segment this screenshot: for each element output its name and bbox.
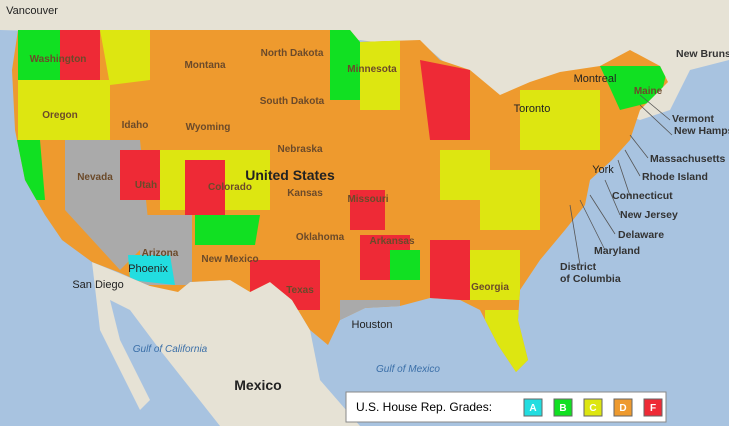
state-label: Oregon <box>42 110 78 121</box>
district <box>18 30 60 80</box>
district <box>128 255 175 285</box>
legend: U.S. House Rep. Grades: A B C D F <box>345 391 667 423</box>
state-label: Washington <box>30 54 87 65</box>
state-label: New Jersey <box>620 209 678 221</box>
state-label: Maine <box>634 86 663 97</box>
state-label: Massachusetts <box>650 153 725 165</box>
state-label: Delaware <box>618 229 664 241</box>
labels: Vancouver Montreal Toronto San Diego Hou… <box>6 5 729 393</box>
legend-box <box>345 391 667 423</box>
district <box>390 250 420 280</box>
state-label: Idaho <box>122 120 149 131</box>
state-label: Montana <box>184 60 226 71</box>
district <box>18 80 110 140</box>
district <box>350 190 385 230</box>
state-label: Oklahoma <box>296 232 345 243</box>
mexico-land <box>92 262 360 426</box>
city-label: York <box>592 164 614 176</box>
district <box>440 150 490 200</box>
state-label: Arkansas <box>369 236 414 247</box>
state-label: Kansas <box>287 188 323 199</box>
state-label: Vermont <box>672 113 715 125</box>
state-label: Rhode Island <box>642 171 708 183</box>
grade-swatch <box>523 398 543 417</box>
grade-swatch <box>583 398 603 417</box>
city-label: Houston <box>352 319 393 331</box>
state-label: South Dakota <box>260 96 325 107</box>
grade-label: A <box>529 403 536 414</box>
state-label: New Brunswick <box>676 48 729 60</box>
state-label: Arizona <box>142 248 179 259</box>
grade-label: C <box>589 403 596 414</box>
district <box>470 250 520 300</box>
water-label: Gulf of Mexico <box>376 364 440 375</box>
state-label: Utah <box>135 180 157 191</box>
northeast-labels: Vermont New Hampshire Massachusetts Rhod… <box>560 113 729 285</box>
district <box>100 30 150 85</box>
state-label: Wyoming <box>186 122 231 133</box>
district <box>330 30 360 100</box>
city-label: Montreal <box>574 73 617 85</box>
state-label: Missouri <box>347 194 388 205</box>
district <box>520 90 600 150</box>
city-label: San Diego <box>72 279 123 291</box>
district <box>600 66 668 110</box>
state-label: Nebraska <box>277 144 322 155</box>
country-label: Mexico <box>234 377 281 393</box>
grade-label: F <box>650 403 656 414</box>
state-label: Minnesota <box>347 64 397 75</box>
district <box>195 215 260 245</box>
district <box>120 150 160 200</box>
legend-title: U.S. House Rep. Grades: <box>356 400 492 414</box>
district <box>60 30 100 80</box>
state-label: Colorado <box>208 182 252 193</box>
canada-land <box>660 20 715 60</box>
grade-swatch <box>643 398 663 417</box>
grade-label: B <box>559 403 566 414</box>
state-label: District of Columbia <box>560 261 621 285</box>
water-label: Gulf of California <box>133 344 208 355</box>
city-label: Vancouver <box>6 5 58 17</box>
leader-lines <box>569 94 673 266</box>
state-label: New Mexico <box>201 254 258 265</box>
district <box>480 170 540 230</box>
country-label: United States <box>245 167 335 183</box>
state-label: New Hampshire <box>674 125 729 137</box>
state-label: Maryland <box>594 245 640 257</box>
district <box>420 60 470 140</box>
grade-swatch <box>553 398 573 417</box>
district <box>430 240 470 300</box>
grade-label: D <box>619 403 626 414</box>
state-label: Nevada <box>77 172 113 183</box>
state-label: Texas <box>286 285 314 296</box>
district <box>185 160 225 215</box>
district <box>360 40 400 110</box>
city-label: Phoenix <box>128 263 168 275</box>
city-label: Toronto <box>514 103 551 115</box>
state-label: Connecticut <box>612 190 673 202</box>
grade-swatch <box>613 398 633 417</box>
state-label: North Dakota <box>261 48 324 59</box>
state-label: Georgia <box>471 282 509 293</box>
